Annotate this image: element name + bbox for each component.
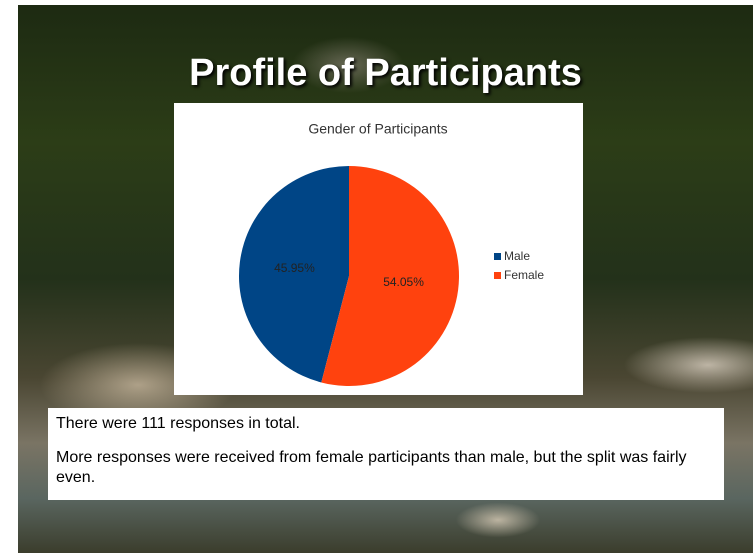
legend-swatch — [494, 253, 501, 260]
legend-label: Female — [504, 268, 544, 282]
legend-swatch — [494, 272, 501, 279]
note: There were 111 responses in total. — [56, 414, 718, 434]
chart: Gender of Participants 45.95% 54.05% Male F… — [174, 103, 583, 395]
chart-title: Gender of Participants — [308, 121, 447, 137]
slide-title: Profile of Participants — [18, 52, 753, 95]
data-label: 45.95% — [274, 261, 315, 275]
notes-box: There were 111 responses in total. More … — [48, 408, 724, 500]
slide: Profile of Participants Gender of Partic… — [0, 0, 753, 553]
legend-label: Male — [504, 249, 530, 263]
note: More responses were received from female… — [56, 448, 718, 488]
data-label: 54.05% — [383, 275, 424, 289]
